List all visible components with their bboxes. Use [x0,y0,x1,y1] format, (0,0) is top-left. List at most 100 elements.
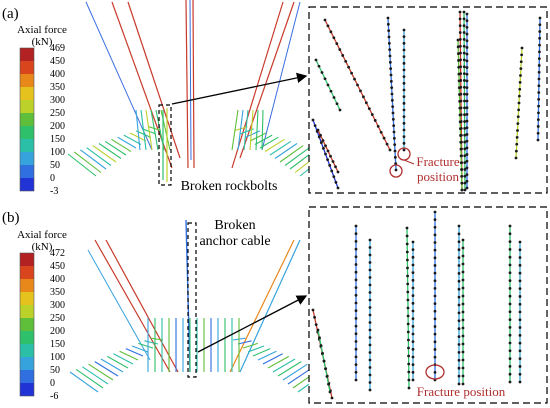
bolt-node [411,286,415,290]
bolt-node [368,336,372,339]
bolt-node [463,85,466,89]
bolt-node [411,294,415,298]
bolt-node [518,263,522,267]
scale-tick-label: 472 [50,248,65,259]
scale-outline [19,47,35,192]
bolt-node [411,271,415,275]
bolt-node [515,142,519,146]
rockbolt [98,143,122,159]
scale-swatch [20,113,34,126]
bolt-node [368,381,372,384]
bolt-node [411,240,415,244]
bolt-node [335,42,339,46]
bolt-node [518,357,522,361]
scale-swatch [20,126,34,139]
panel-a-color-scale [19,47,35,192]
scale-swatch [20,383,34,396]
rockbolt [249,109,254,151]
bolt-node [433,264,437,267]
bolt-node [368,283,372,287]
scale-swatch [20,292,34,305]
bolt-node [518,279,522,283]
bolt-node [458,93,461,96]
scale-swatch [20,74,34,87]
bolt-node [465,46,469,49]
bolt-node [465,25,469,29]
bolt-node [402,75,406,79]
bolt-node [519,74,522,77]
bolt-node [456,38,460,42]
bolt-node [459,154,463,158]
rockbolt [125,348,144,357]
bolt-node [463,181,467,185]
bolt-node [321,351,324,355]
anchor-cable [239,239,301,373]
scale-swatch [20,318,34,331]
bolt-node [461,358,465,362]
bolt-node [538,50,541,54]
bolt-node [388,148,392,152]
bolt-node [341,54,345,57]
bolt-node [393,149,397,153]
bolt-node [457,248,461,252]
bolt-node [359,89,362,93]
bolt-node [368,328,372,332]
bolt-node [515,135,519,139]
bolt-node [391,117,395,121]
bolt-node [458,37,462,41]
bolt-node [402,135,406,139]
bolt-node [411,248,415,252]
rockbolt [73,151,102,173]
bolt-node [368,373,372,377]
bolt-node [390,92,394,96]
bolt-node [465,86,469,90]
scale-swatch [20,344,34,357]
bolt-node [354,363,358,366]
bolt-node [518,349,522,353]
bolt-node [411,355,415,359]
bolt-node [402,81,406,85]
bolt-node [462,17,466,21]
bolt-node [458,120,462,124]
bolt-node [433,340,437,344]
anchor-cable [94,239,171,373]
bolt-node [407,338,410,342]
scale-tick-label: 300 [50,300,65,311]
bolt-node [508,287,512,290]
bolt-node [336,170,340,174]
bolt-node [457,382,461,386]
bolt-node [402,55,406,59]
bolt-node [457,65,461,69]
bolt-node [311,308,315,312]
bolt-node [368,358,372,362]
rockbolt [244,130,261,139]
bolt-node [433,317,437,321]
bolt-node [354,355,358,359]
rockbolt [242,342,258,349]
bolt-node [518,256,522,259]
bolt-node [457,374,461,378]
rockbolt [282,363,308,381]
rockbolt [144,340,159,345]
bolt-node [518,372,522,376]
rockbolt [237,109,244,151]
bolt-node [457,72,461,76]
bolt-node [433,370,437,374]
scale-tick-label: 250 [50,313,65,324]
bolt-node [457,264,461,267]
bolt-node [326,158,329,162]
bolt-node [461,270,465,274]
bolt-node [389,67,393,71]
bolt-node [402,101,406,105]
bolt-node [462,65,466,69]
bolt-node [520,53,524,57]
bolt-node [463,99,466,103]
bolt-node [514,156,518,160]
bolt-node [379,130,383,134]
bolt-node [538,43,541,47]
bolt-node [538,23,542,27]
bolt-node [461,246,465,250]
bolt-node [338,108,342,112]
bolt-node [463,120,467,123]
rockbolt [262,353,283,365]
